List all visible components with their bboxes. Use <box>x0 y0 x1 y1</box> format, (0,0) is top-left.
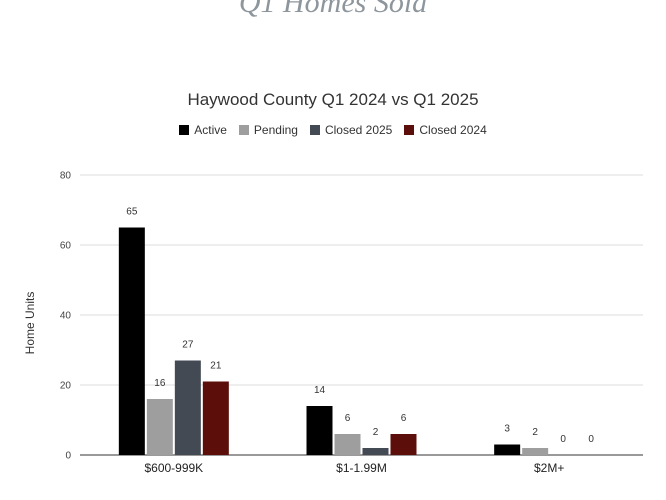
legend-label-active: Active <box>194 123 227 137</box>
data-label: 0 <box>560 434 566 445</box>
page-banner-title: Q1 Homes Sold <box>238 0 428 19</box>
y-tick-label: 40 <box>60 311 72 322</box>
data-label: 16 <box>154 378 166 389</box>
data-label: 65 <box>126 207 138 218</box>
category-label: $2M+ <box>534 461 564 475</box>
legend-item-pending: Pending <box>238 123 298 137</box>
bar <box>390 434 417 455</box>
bar <box>522 448 549 455</box>
legend-label-closed-2024: Closed 2024 <box>419 123 487 137</box>
data-label: 2 <box>532 427 538 438</box>
bar <box>118 227 145 455</box>
data-labels: 65 16 27 21 14 6 2 6 3 2 0 0 <box>126 207 594 446</box>
legend-item-closed-2025: Closed 2025 <box>309 123 393 137</box>
legend-item-active: Active <box>179 123 227 137</box>
data-label: 6 <box>345 413 351 424</box>
chart-legend: Active Pending Closed 2025 Closed 2024 <box>0 123 666 137</box>
data-label: 6 <box>401 413 407 424</box>
y-tick-labels: 0 20 40 60 80 <box>60 171 72 462</box>
bar <box>174 360 201 455</box>
legend-swatch-closed-2024 <box>404 125 415 135</box>
category-label: $1-1.99M <box>336 461 387 475</box>
data-label: 27 <box>182 340 194 351</box>
data-label: 3 <box>504 424 510 435</box>
legend-swatch-pending <box>238 125 249 135</box>
legend-swatch-closed-2025 <box>309 125 320 135</box>
data-label: 0 <box>588 434 594 445</box>
category-label: $600-999K <box>144 461 203 475</box>
data-label: 2 <box>373 427 379 438</box>
bars <box>118 227 549 455</box>
legend-label-pending: Pending <box>253 123 298 137</box>
y-axis-title: Home Units <box>23 292 37 355</box>
bar <box>494 444 521 455</box>
bar <box>362 448 389 455</box>
legend-swatch-active <box>179 125 190 135</box>
legend-label-closed-2025: Closed 2025 <box>324 123 393 137</box>
data-label: 14 <box>314 385 326 396</box>
y-tick-label: 0 <box>65 451 71 462</box>
y-tick-label: 80 <box>60 171 72 182</box>
y-tick-label: 20 <box>60 381 72 392</box>
bar <box>202 381 229 455</box>
gridlines <box>80 174 643 456</box>
legend-item-closed-2024: Closed 2024 <box>404 123 487 137</box>
category-labels: $600-999K $1-1.99M $2M+ <box>144 461 564 475</box>
y-tick-label: 60 <box>60 241 72 252</box>
data-label: 21 <box>210 361 222 372</box>
bar <box>306 406 333 455</box>
chart-title: Haywood County Q1 2024 vs Q1 2025 <box>187 90 479 109</box>
bar <box>334 434 361 455</box>
bar <box>146 399 173 455</box>
